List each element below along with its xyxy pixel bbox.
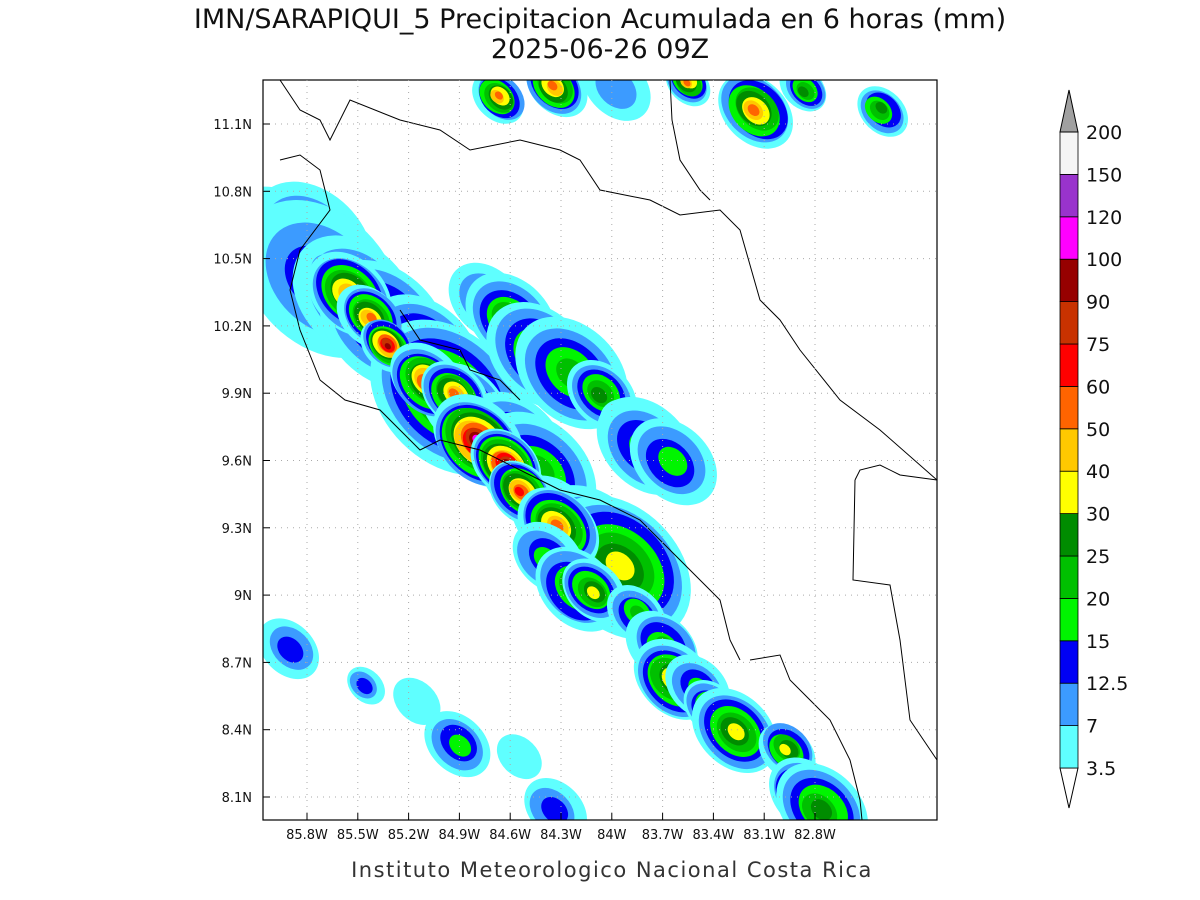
colorbar-box: [1059, 216, 1079, 260]
colorbar-label: 150: [1086, 164, 1122, 186]
precip-contour: [875, 101, 888, 114]
precip-contour: [384, 343, 391, 350]
lat-tick-label: 8.7N: [222, 656, 252, 671]
colorbar-label: 90: [1086, 292, 1110, 314]
precip-contour: [658, 446, 688, 476]
precip-contour: [393, 677, 441, 725]
precip-contour: [586, 586, 600, 600]
colorbar-label: 30: [1086, 504, 1110, 526]
precip-contour: [356, 677, 373, 695]
lat-tick-label: 9.6N: [222, 455, 252, 470]
lat-tick-label: 8.1N: [222, 791, 252, 806]
precip-contour: [683, 80, 691, 87]
colorbar-under: [1059, 767, 1079, 809]
colorbar-box: [1059, 513, 1079, 557]
precip-contour: [0, 0, 10, 7]
colorbar-label: 3.5: [1086, 758, 1116, 780]
lat-tick-label: 9N: [234, 589, 252, 604]
colorbar-box: [1059, 555, 1079, 599]
colorbar-label: 25: [1086, 546, 1110, 568]
colorbar-box: [1059, 343, 1079, 387]
precip-contour: [449, 734, 472, 757]
colorbar-box: [1059, 301, 1079, 345]
lon-tick-label: 85.2W: [388, 828, 430, 843]
lat-tick-label: 9.3N: [222, 522, 252, 537]
precip-contour: [0, 0, 31, 22]
title: IMN/SARAPIQUI_5 Precipitacion Acumulada …: [194, 4, 1006, 35]
colorbar-label: 40: [1086, 461, 1110, 483]
colorbar-box: [1059, 173, 1079, 218]
precip-contour: [277, 636, 304, 663]
colorbar-label: 75: [1086, 334, 1110, 356]
precip-contour: [727, 723, 745, 741]
lon-tick-label: 83.4W: [692, 828, 734, 843]
colorbar-label: 15: [1086, 631, 1110, 653]
lat-tick-label: 8.4N: [222, 724, 252, 739]
colorbar-label: 20: [1086, 588, 1110, 610]
precip-contour: [494, 91, 503, 100]
colorbar-box: [1059, 640, 1079, 684]
lat-tick-label: 9.9N: [222, 387, 252, 402]
precip-contour: [797, 86, 809, 98]
colorbar-label: 12.5: [1086, 673, 1128, 695]
lat-tick-label: 10.5N: [213, 253, 252, 268]
lon-tick-label: 83.1W: [743, 828, 785, 843]
lon-tick-label: 84.6W: [489, 828, 531, 843]
coastlines: [279, 80, 937, 820]
precip-contour: [779, 743, 791, 756]
colorbar-box: [1059, 258, 1079, 303]
colorbar-label: 100: [1086, 249, 1122, 271]
colorbar-box: [1059, 725, 1079, 769]
precip-field: [0, 0, 908, 820]
colorbar-label: 200: [1086, 122, 1122, 144]
colorbar: 3.5 7 12.5 15 20 25 30 40 50 60 75 90 100 120 150 200: [1059, 89, 1128, 809]
precip-contour: [810, 799, 833, 820]
lon-tick-label: 84W: [597, 828, 627, 843]
precip-contour: [0, 0, 17, 12]
precip-contour: [0, 0, 24, 17]
lon-tick-label: 84.3W: [540, 828, 582, 843]
lat-tick-label: 10.2N: [213, 320, 252, 335]
precip-contour: [514, 486, 525, 497]
colorbar-box: [1059, 428, 1079, 472]
colorbar-label: 7: [1086, 716, 1098, 738]
colorbar-box: [1059, 682, 1079, 727]
precip-contour: [547, 80, 558, 91]
colorbar-box: [1059, 598, 1079, 642]
lat-tick-label: 11.1N: [213, 118, 252, 133]
colorbar-box: [1059, 131, 1079, 175]
colorbar-over: [1059, 89, 1079, 133]
precip-contour: [747, 104, 760, 117]
axes: 85.8W 85.5W 85.2W 84.9W 84.6W 84.3W 84W 83.7W 83…: [213, 80, 937, 843]
lat-tick-label: 10.8N: [213, 185, 252, 200]
subtitle: 2025-06-26 09Z: [491, 34, 709, 65]
precip-contour: [0, 0, 38, 27]
precip-contour: [591, 387, 608, 404]
colorbar-label: 60: [1086, 376, 1110, 398]
lon-tick-label: 85.8W: [286, 828, 328, 843]
colorbar-label: 120: [1086, 207, 1122, 229]
lon-tick-label: 83.7W: [642, 828, 684, 843]
footer: Instituto Meteorologico Nacional Costa R…: [351, 858, 873, 882]
map-frame: [262, 79, 938, 821]
lon-tick-label: 85.5W: [337, 828, 379, 843]
precip-contour: [595, 80, 637, 109]
precip-contour: [496, 734, 542, 780]
lon-tick-label: 82.8W: [794, 828, 836, 843]
colorbar-box: [1059, 470, 1079, 515]
lon-tick-label: 84.9W: [438, 828, 480, 843]
colorbar-box: [1059, 385, 1079, 430]
colorbar-label: 50: [1086, 419, 1110, 441]
